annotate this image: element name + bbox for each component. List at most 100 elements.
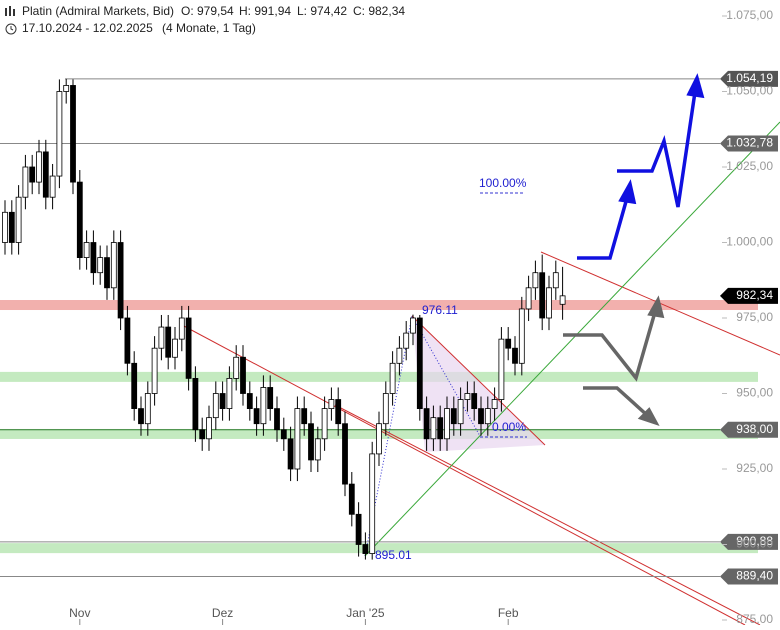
candle-body — [22, 166, 29, 198]
arrowhead — [686, 73, 705, 99]
candle-body — [206, 417, 212, 440]
candle-body — [104, 257, 110, 289]
arrowhead — [618, 179, 637, 205]
candle-body — [552, 272, 559, 289]
y-tick-label: 1.025,00 — [726, 159, 773, 173]
candle-body — [491, 399, 498, 410]
candle-body — [253, 408, 260, 425]
fib-line — [411, 315, 481, 437]
period: 17.10.2024 - 12.02.2025 — [22, 21, 153, 35]
arrowhead — [647, 295, 665, 319]
zone — [0, 371, 758, 382]
candle-body — [512, 347, 518, 364]
candle-body — [450, 408, 457, 425]
candle-body — [484, 408, 491, 425]
candle-body — [2, 211, 8, 243]
arrow — [563, 311, 657, 382]
candle-body — [437, 417, 444, 440]
candle-body — [185, 317, 192, 379]
fib-label: 895.01 — [375, 548, 412, 562]
fib-label: 0.00% — [492, 420, 526, 434]
candle-body — [212, 393, 219, 419]
candle-body — [342, 423, 348, 485]
candle-body — [464, 393, 471, 400]
ohlc: H: 991,94 — [239, 4, 291, 18]
y-tick-label: 875,00 — [736, 612, 773, 625]
title: Platin (Admiral Markets, Bid) — [22, 4, 174, 18]
candle-body — [416, 317, 423, 409]
candle-body — [471, 393, 478, 410]
candle-body — [532, 272, 539, 289]
candle-body — [192, 377, 199, 431]
candle-body — [267, 387, 274, 409]
x-tick-label: Nov — [69, 606, 90, 620]
icon — [5, 8, 7, 16]
candle-body — [430, 417, 437, 440]
forecast-arrows — [563, 73, 705, 427]
candle-body — [151, 347, 158, 394]
candle-body — [362, 544, 369, 554]
candles — [2, 78, 566, 560]
candle-body — [8, 211, 15, 243]
candle-body — [478, 408, 484, 425]
candle-body — [348, 483, 355, 515]
candle-body — [172, 338, 178, 358]
level-tag — [720, 568, 778, 585]
level-label: 1.032,78 — [726, 136, 773, 150]
y-tick-label: 1.075,00 — [726, 8, 773, 22]
candle-body — [226, 377, 233, 409]
candle-body — [546, 287, 552, 319]
clock-icon — [10, 26, 14, 31]
candle-body — [274, 408, 280, 431]
candle-body — [280, 429, 287, 440]
candle-body — [335, 399, 342, 425]
candle-body — [131, 362, 138, 409]
y-tick-label: 1.050,00 — [726, 84, 773, 98]
candle-body — [410, 317, 416, 334]
candle-body — [505, 338, 512, 349]
candle-body — [42, 151, 49, 198]
candle-body — [457, 399, 464, 425]
level-label: 900,88 — [736, 534, 773, 548]
levels: 1.054,19 1.032,78 982,34 938,00 900,88 889,40 — [0, 70, 778, 585]
candle-body — [328, 399, 335, 410]
icon — [9, 6, 11, 16]
candle-body — [355, 513, 362, 545]
candle-body — [56, 91, 63, 177]
candle-body — [178, 317, 185, 340]
candle-body — [15, 196, 22, 243]
period-note: (4 Monate, 1 Tag) — [162, 21, 256, 35]
arrow — [617, 91, 697, 208]
level-label: 938,00 — [736, 422, 773, 436]
candle-body — [63, 85, 70, 92]
level-label: 982,34 — [736, 288, 773, 302]
fib-label: 100.00% — [479, 176, 527, 190]
header: Platin (Admiral Markets, Bid) O: 979,54 … — [5, 4, 405, 35]
candle-body — [97, 257, 104, 274]
candle-body — [369, 453, 376, 554]
x-tick-label: Jan '25 — [346, 606, 385, 620]
candle-body — [539, 272, 546, 319]
candle-body — [246, 393, 253, 410]
candle-body — [321, 408, 328, 440]
x-tick-label: Dez — [212, 606, 233, 620]
fib-label: 976.11 — [422, 303, 458, 317]
y-tick-label: 900,00 — [736, 537, 773, 551]
candle-body — [117, 242, 124, 319]
ohlc: L: 974,42 — [297, 4, 347, 18]
level-label: 1.054,19 — [726, 71, 773, 85]
candle-body — [382, 393, 389, 425]
candle-body — [138, 408, 144, 425]
level-tag — [720, 287, 778, 304]
candle-body — [124, 317, 131, 364]
candle-body — [83, 242, 90, 259]
ohlc: C: 982,34 — [353, 4, 405, 18]
level-tag — [720, 421, 778, 438]
y-tick-label: 925,00 — [736, 461, 773, 475]
arrow — [577, 197, 629, 260]
candle-body — [294, 408, 301, 470]
y-tick-label: 975,00 — [736, 310, 773, 324]
arrowhead — [637, 407, 660, 427]
candle-body — [260, 387, 267, 425]
candle-body — [444, 408, 450, 440]
